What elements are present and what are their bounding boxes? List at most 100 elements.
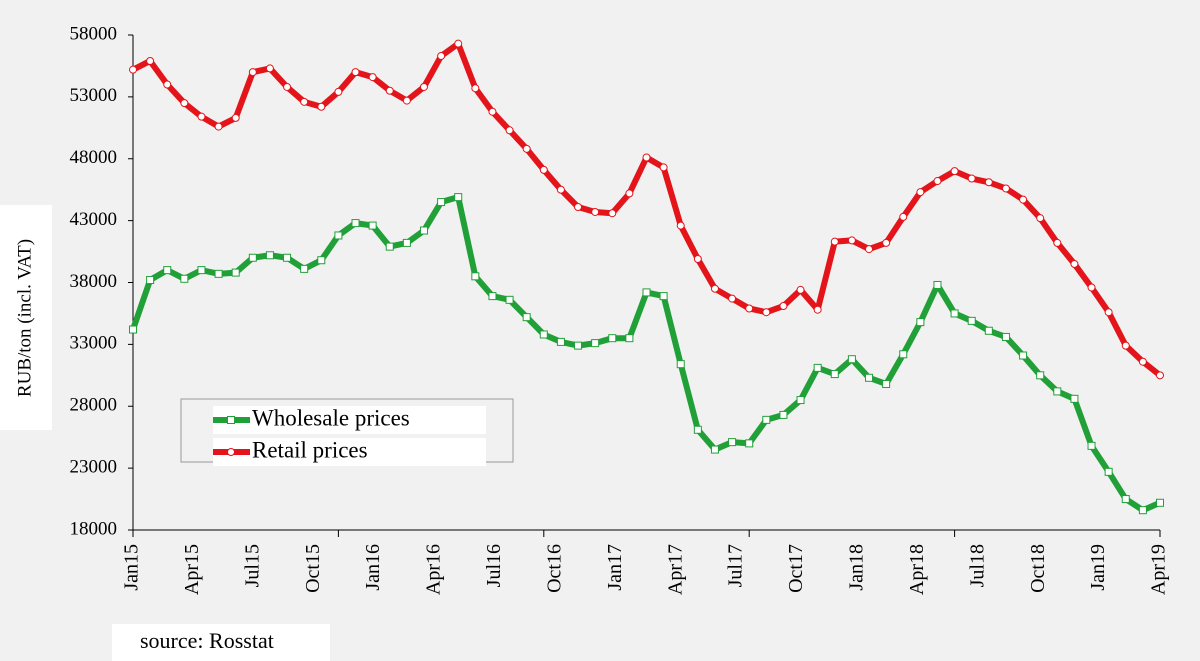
point (796, 285, 805, 294)
point (830, 370, 839, 379)
point (402, 238, 411, 247)
point (745, 304, 754, 313)
x-tick-label: Jan19 (1087, 544, 1109, 591)
point (522, 144, 531, 153)
point (248, 253, 257, 262)
y-tick-label: 43000 (70, 209, 118, 230)
point (334, 87, 343, 96)
x-tick-label: Jul16 (483, 544, 505, 587)
point (830, 237, 839, 246)
point (1019, 351, 1028, 360)
point (916, 318, 925, 327)
point (1053, 387, 1062, 396)
point (642, 288, 651, 297)
point (351, 68, 360, 77)
point (745, 439, 754, 448)
point (676, 360, 685, 369)
point (539, 165, 548, 174)
point (1053, 238, 1062, 247)
point (1019, 195, 1028, 204)
point (796, 396, 805, 405)
point (522, 313, 531, 322)
point (419, 82, 428, 91)
point (1121, 341, 1130, 350)
point (625, 189, 634, 198)
point (1001, 332, 1010, 341)
x-tick-label: Jul15 (241, 544, 263, 587)
point (265, 64, 274, 73)
point (1156, 371, 1164, 380)
point (984, 326, 993, 335)
x-tick-label: Oct15 (302, 544, 324, 593)
point (1104, 308, 1113, 317)
point (129, 65, 137, 74)
point (933, 177, 942, 186)
point (454, 193, 463, 202)
y-tick-label: 48000 (70, 147, 118, 168)
x-tick-label: Jan18 (846, 544, 868, 591)
point (129, 325, 137, 334)
point (197, 112, 206, 121)
x-tick-label: Oct17 (785, 544, 807, 593)
point (351, 219, 360, 228)
point (385, 242, 394, 251)
point (227, 416, 235, 424)
point (899, 350, 908, 359)
point (710, 284, 719, 293)
point (1104, 467, 1113, 476)
point (847, 236, 856, 245)
point (762, 308, 771, 317)
x-tick-label: Apr15 (181, 544, 203, 595)
legend-label: Wholesale prices (252, 405, 410, 430)
point (402, 96, 411, 105)
y-tick-label: 38000 (70, 271, 118, 292)
point (368, 221, 377, 230)
y-tick-label: 23000 (70, 456, 118, 477)
point (762, 415, 771, 424)
x-tick-label: Apr16 (423, 544, 445, 595)
x-tick-label: Apr19 (1148, 544, 1170, 595)
point (231, 268, 240, 277)
point (317, 256, 326, 265)
point (967, 316, 976, 325)
x-tick-label: Jan15 (121, 544, 143, 591)
point (882, 379, 891, 388)
point (556, 337, 565, 346)
y-tick-label: 58000 (70, 23, 118, 44)
point (728, 438, 737, 447)
point (693, 254, 702, 263)
point (608, 334, 617, 343)
point (1138, 357, 1147, 366)
point (813, 363, 822, 372)
point (1087, 283, 1096, 292)
point (591, 339, 600, 348)
point (488, 107, 497, 116)
point (505, 126, 514, 135)
point (574, 341, 583, 350)
point (659, 163, 668, 172)
point (967, 174, 976, 183)
point (916, 188, 925, 197)
point (1036, 214, 1045, 223)
point (710, 445, 719, 454)
point (180, 99, 189, 108)
point (163, 80, 172, 89)
point (1070, 394, 1079, 403)
point (950, 167, 959, 176)
point (248, 68, 257, 77)
point (933, 280, 942, 289)
legend-label: Retail prices (252, 437, 368, 462)
point (437, 52, 446, 61)
legend-text-box (213, 438, 486, 466)
point (385, 86, 394, 95)
source: source: Rosstat (140, 628, 274, 653)
point (488, 292, 497, 301)
x-tick-label: Jul18 (966, 544, 988, 587)
y-tick-label: 28000 (70, 395, 118, 416)
point (642, 153, 651, 162)
point (227, 448, 235, 456)
point (608, 209, 617, 218)
y-tick-label: 18000 (70, 518, 118, 539)
point (574, 203, 583, 212)
